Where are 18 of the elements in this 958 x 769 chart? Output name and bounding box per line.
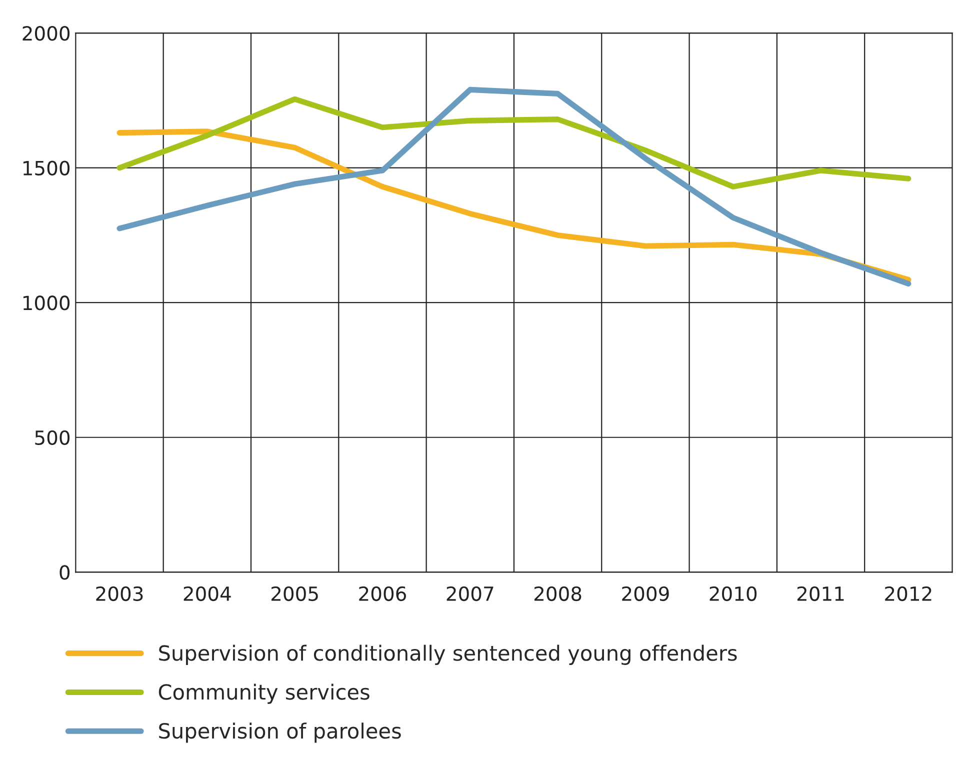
legend-label: Community services	[158, 684, 370, 704]
y-tick-label: 1500	[23, 160, 70, 176]
x-tick-label: 2004	[184, 586, 231, 602]
x-tick-label: 2003	[96, 586, 143, 602]
y-tick-label: 0	[60, 565, 70, 580]
y-tick-label: 1000	[23, 296, 70, 310]
x-tick-label: 2005	[272, 586, 318, 602]
legend-label: Supervision of parolees	[159, 722, 401, 743]
x-tick-label: 2009	[622, 586, 669, 602]
x-tick-label: 2012	[885, 586, 932, 602]
y-tick-label: 500	[35, 430, 70, 446]
x-tick-label: 2008	[534, 586, 582, 602]
y-tick-label: 2000	[22, 26, 70, 41]
x-tick-label: 2010	[710, 586, 757, 602]
x-tick-label: 2007	[446, 586, 494, 602]
legend-label: Supervision of conditionally sentenced young offenders	[159, 644, 737, 665]
x-tick-label: 2011	[797, 586, 844, 602]
x-tick-label: 2006	[359, 586, 406, 602]
